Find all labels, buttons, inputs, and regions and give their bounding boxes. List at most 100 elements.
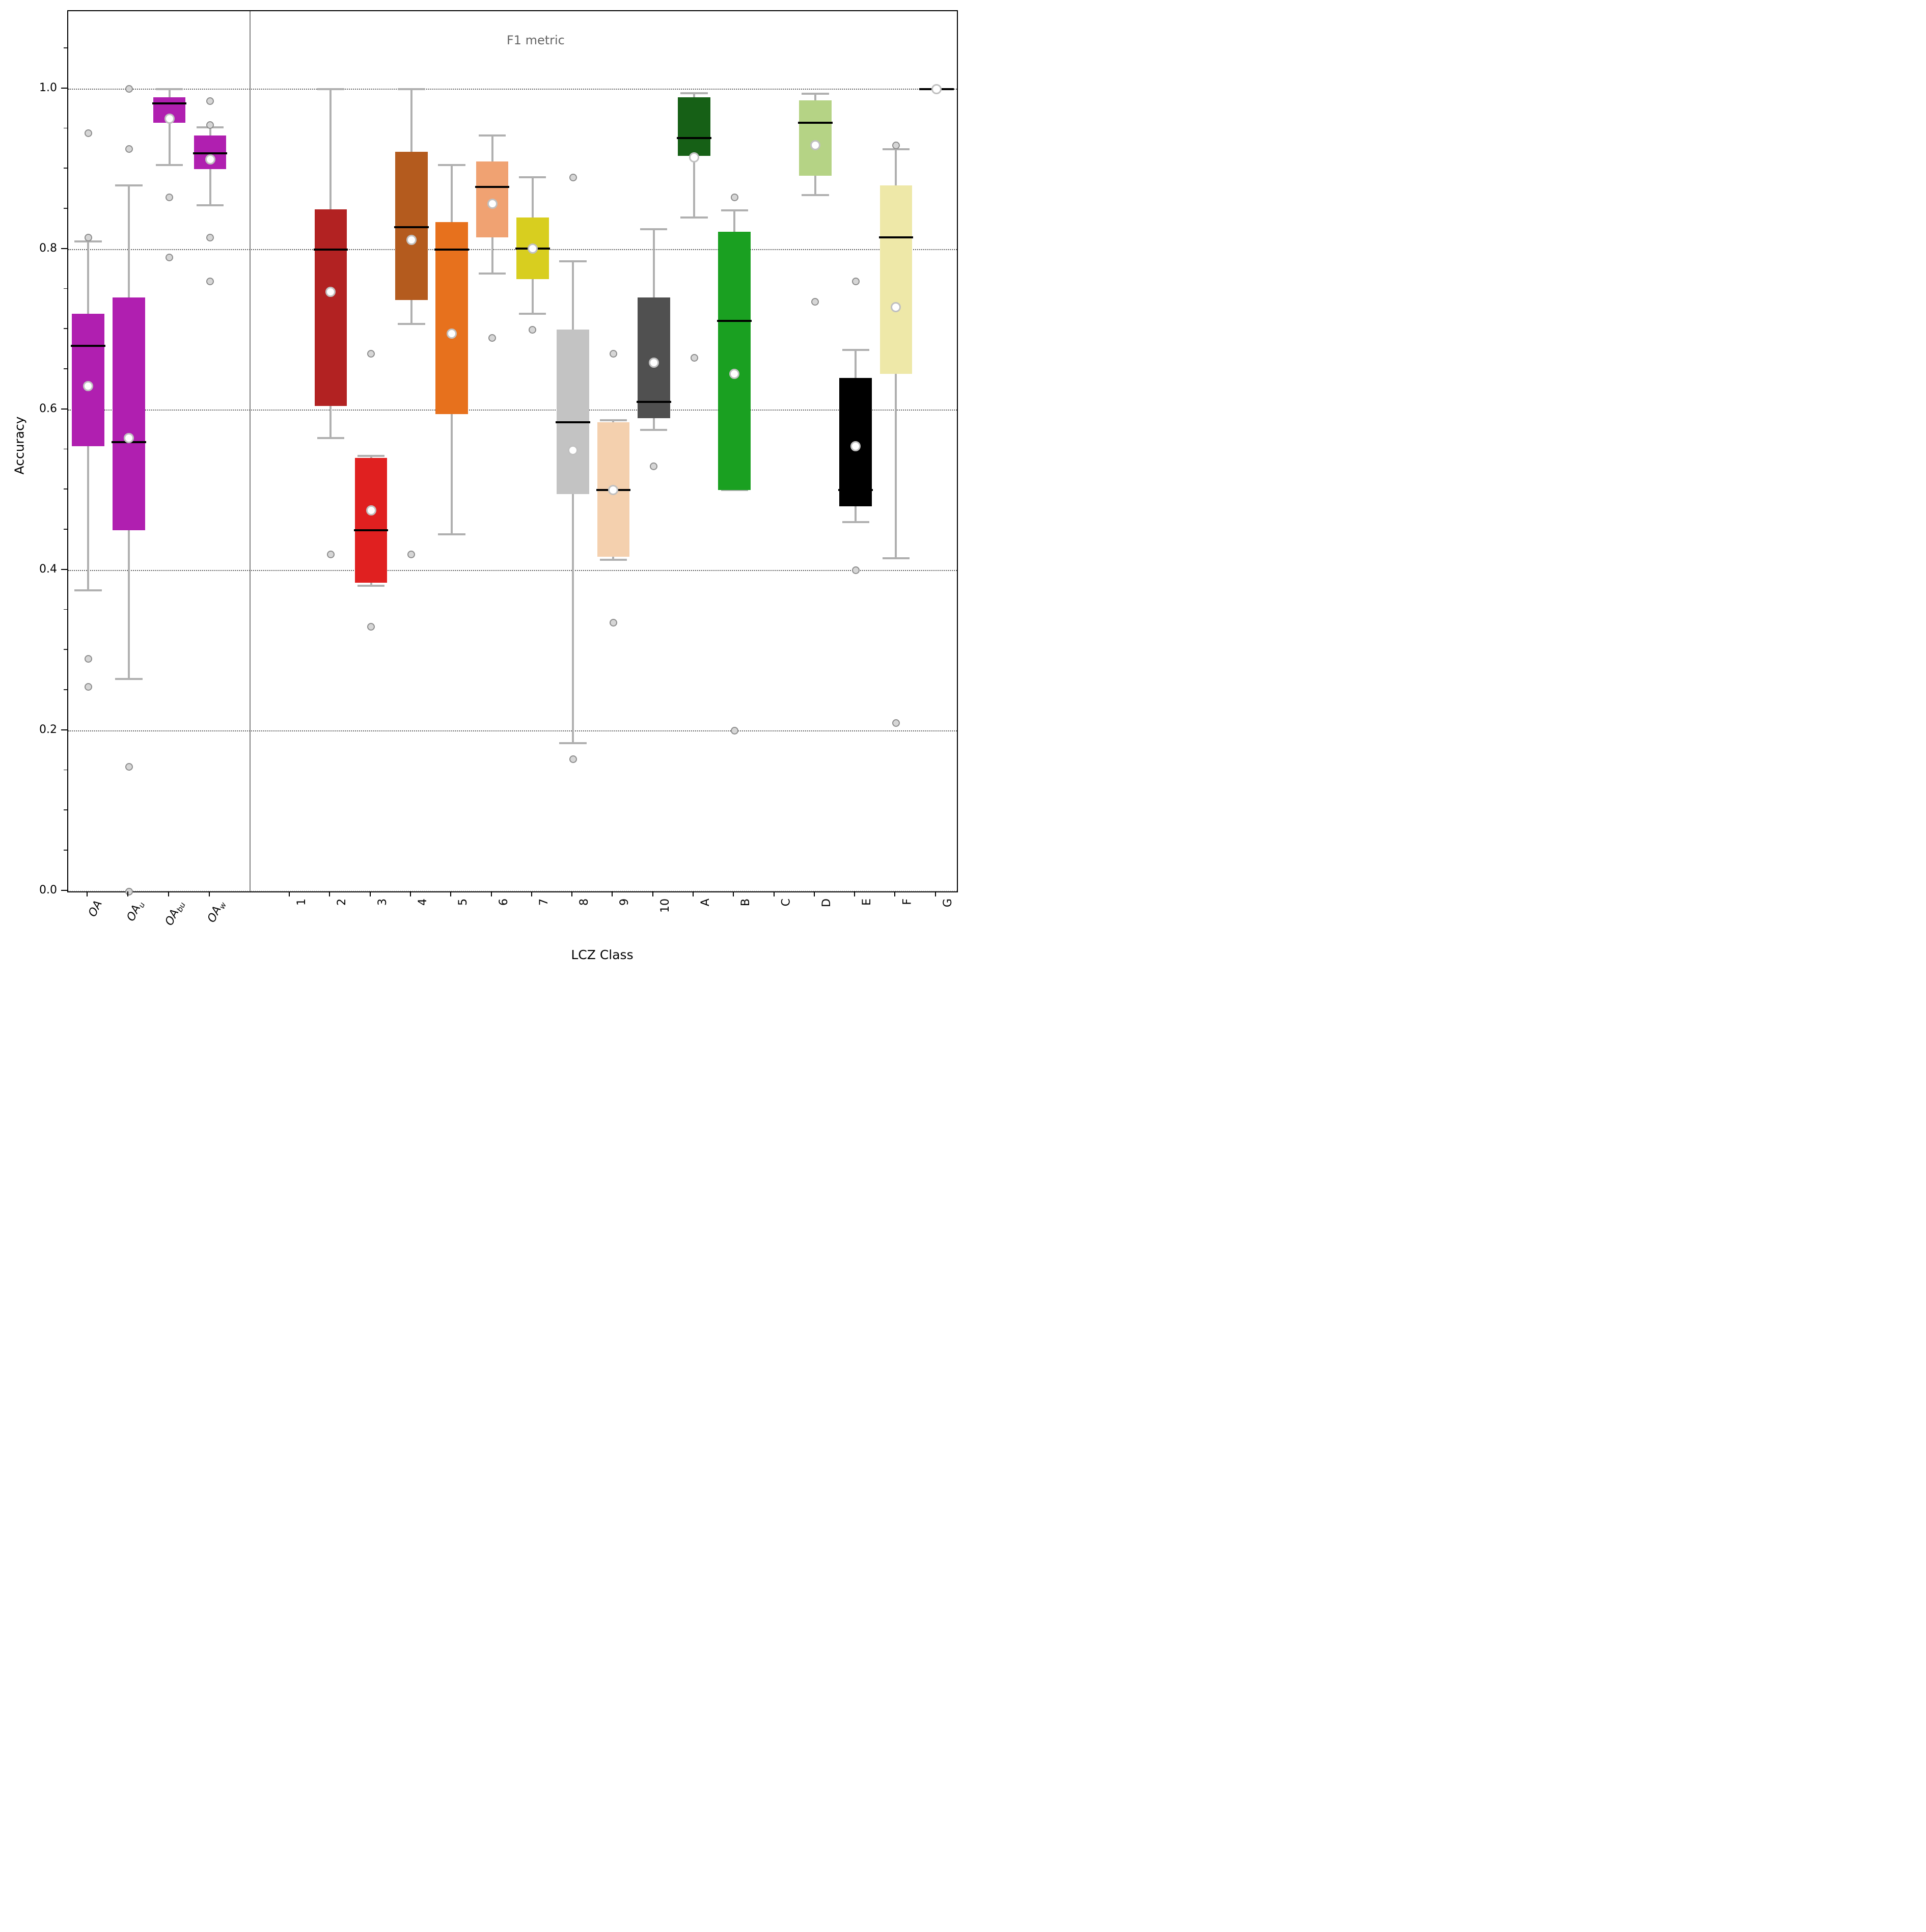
outlier-point [892,141,900,149]
whisker-cap [802,93,829,95]
outlier-point [206,278,214,286]
x-axis-tick [87,891,88,896]
x-tick-label-D: D [820,899,833,907]
outlier-point [569,755,577,763]
x-axis-tick [490,891,492,896]
whisker-cap [196,204,224,207]
whisker-cap [640,429,668,431]
box [395,151,428,301]
outlier-point [84,655,92,663]
y-axis-minor-tick [64,769,67,771]
y-axis-minor-tick [64,328,67,329]
x-tick-label-6: 6 [497,899,510,906]
y-tick-label: 0.2 [39,723,57,736]
x-tick-label-4: 4 [416,899,429,906]
median-line [353,529,389,532]
y-tick-label: 0.4 [39,562,57,576]
y-axis-tick [61,248,67,249]
mean-dot [406,234,417,245]
x-tick-label-10: 10 [658,899,672,913]
whisker-cap [398,323,425,325]
mean-dot [447,329,457,339]
box [879,185,913,374]
outlier-point [650,462,658,470]
x-tick-label-3: 3 [376,899,389,906]
y-axis-tick [61,568,67,570]
mean-dot [689,152,699,162]
box [718,232,751,491]
outlier-point [125,887,133,895]
whisker-cap [559,260,587,263]
y-tick-label: 0.8 [39,241,57,255]
box [678,97,710,156]
y-axis-minor-tick [64,689,67,690]
x-axis-tick [773,891,775,896]
x-tick-label-C: C [780,899,793,907]
whisker-cap [559,742,587,744]
outlier-point [125,763,133,771]
y-axis-tick [61,729,67,730]
y-axis-tick [61,87,67,89]
whisker-cap [317,88,344,90]
boxplot-figure: Accuracy F1 metric LCZ Class 0.0 0.2 0.4 0.… [0,0,963,966]
x-tick-label-main: OA [86,899,105,919]
whisker-cap [882,557,910,560]
outlier-point [326,550,335,558]
median-line [637,401,671,403]
x-axis-label: LCZ Class [571,947,634,962]
y-tick-label: 0.0 [39,884,57,896]
outlier-point [609,618,617,627]
outlier-point [84,129,92,137]
y-axis-label: Accuracy [12,416,27,475]
x-axis-tick [329,891,331,896]
box [314,209,347,406]
whisker-cap [680,216,708,219]
y-tick-label: 1.0 [39,81,57,94]
whisker-cap [478,134,506,137]
whisker-cap [438,533,465,536]
whisker-cap [680,92,708,94]
x-tick-label-E: E [861,899,874,906]
x-tick-label-2: 2 [336,899,349,906]
median-line [313,248,348,251]
median-line [878,236,914,239]
x-axis-tick [894,891,896,896]
box [354,458,388,583]
outlier-point [367,622,375,631]
x-tick-label-OAw: OAw [205,899,228,926]
x-axis-tick [409,891,411,896]
y-axis-tick [61,408,67,410]
outlier-point [811,297,819,306]
y-tick-label: 0.6 [39,402,57,415]
plot-area: F1 metric [67,10,958,895]
y-axis-minor-tick [64,809,67,811]
x-axis-tick [289,891,290,896]
whisker-cap [115,184,143,186]
y-axis-minor-tick [64,529,67,530]
median-line [798,121,833,124]
outlier-point [730,193,738,201]
y-axis-minor-tick [64,649,67,650]
y-axis-minor-tick [64,288,67,289]
median-line [434,248,469,251]
whisker-cap [721,489,748,492]
outlier-point [851,566,860,575]
x-axis-tick [208,891,210,896]
x-tick-label-5: 5 [457,899,470,906]
mean-dot [648,357,659,368]
x-tick-label-9: 9 [618,899,631,906]
x-tick-label-OAbu: OAbu [163,899,187,929]
outlier-point [730,727,738,735]
x-axis-tick [531,891,532,896]
median-line [556,421,590,423]
median-line [152,102,187,105]
y-gridline [68,730,957,731]
mean-dot [527,243,538,254]
whisker-cap [357,584,385,587]
whisker-cap [155,164,183,167]
x-axis-tick [450,891,452,896]
box [72,313,104,446]
whisker-cap [155,88,183,90]
y-axis-tick [61,890,67,891]
mean-dot [325,287,336,297]
